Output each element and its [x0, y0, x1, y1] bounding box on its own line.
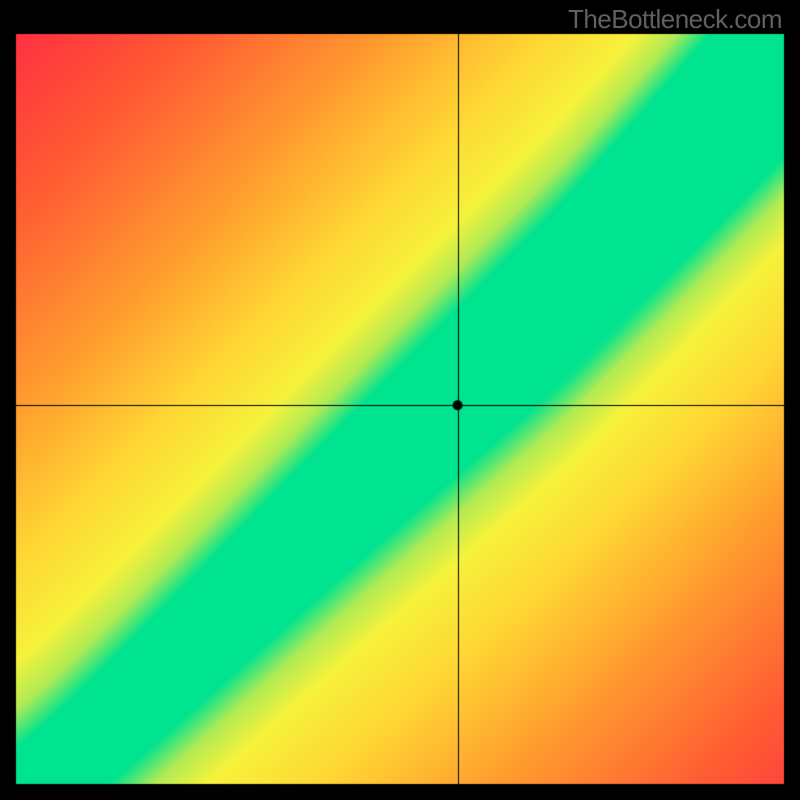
- chart-container: TheBottleneck.com: [0, 0, 800, 800]
- bottleneck-heatmap: [0, 0, 800, 800]
- watermark-text: TheBottleneck.com: [568, 4, 782, 35]
